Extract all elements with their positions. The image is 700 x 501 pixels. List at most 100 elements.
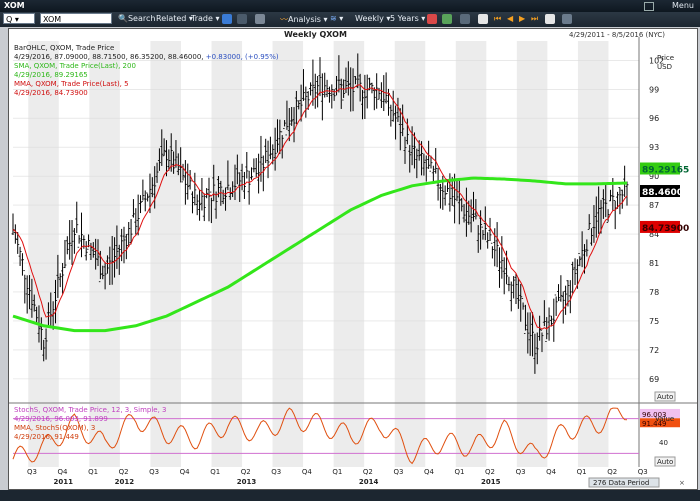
legend-mma-value: 4/29/2016, 84.73900 (14, 89, 88, 97)
price-tick-label: 90 (649, 172, 659, 181)
grid-icon[interactable] (478, 14, 488, 24)
interval-select[interactable]: Weekly ▾ (355, 14, 391, 23)
period-select-value: Q (6, 15, 13, 24)
window-title-bar: XOM Menu (0, 0, 700, 12)
legend-line1: BarOHLC, QXOM, Trade Price (14, 44, 114, 52)
mma-5-line (12, 84, 628, 330)
data-period-label: 276 Data Period (593, 479, 649, 487)
x-quarter-label: Q2 (607, 468, 617, 476)
x-quarter-label: Q1 (577, 468, 587, 476)
stoch-axis-title: Value (655, 415, 674, 423)
quarter-band (150, 41, 181, 467)
search-button[interactable]: 🔍Search (118, 14, 156, 23)
x-quarter-label: Q4 (180, 468, 191, 476)
x-quarter-label: Q4 (424, 468, 435, 476)
stoch-line (12, 407, 628, 465)
price-axis-title: Price (657, 54, 674, 62)
quarter-band (28, 41, 59, 467)
analysis-label: Analysis (288, 15, 321, 24)
x-quarter-label: Q2 (241, 468, 251, 476)
menu-button[interactable]: Menu (672, 1, 694, 10)
zoom-icon[interactable] (545, 14, 555, 24)
symbol-input[interactable]: XOM (40, 13, 112, 24)
related-button[interactable]: Related ▾ (156, 14, 193, 23)
legend-line2: 4/29/2016, 87.09000, 88.71500, 86.35200,… (14, 53, 279, 61)
trade-button[interactable]: Trade ▾ (191, 14, 220, 23)
x-year-label: 2011 (54, 478, 74, 486)
last-price-label-bg (640, 185, 680, 198)
minimize-icon[interactable] (644, 2, 654, 11)
x-year-label: 2013 (237, 478, 257, 486)
quarter-band (333, 41, 365, 467)
price-tick-label: 81 (649, 259, 659, 268)
sma-value-label: 89.29165 (642, 166, 689, 176)
x-year-label: 2015 (481, 478, 501, 486)
price-auto-button[interactable] (654, 391, 676, 402)
quarter-band (516, 41, 548, 467)
mma-value-label: 84.73900 (642, 224, 689, 234)
settings-icon[interactable] (562, 14, 572, 24)
trade-label: Trade (191, 14, 213, 23)
x-quarter-label: Q4 (302, 468, 313, 476)
x-quarter-label: Q3 (27, 468, 37, 476)
studies-button[interactable]: ≋ ▾ (330, 14, 344, 23)
x-quarter-label: Q4 (546, 468, 557, 476)
quarter-band (211, 41, 243, 467)
scroll-start-icon[interactable]: ⏮ (494, 14, 502, 23)
stoch-auto-button[interactable] (654, 456, 676, 467)
price-tick-label: 75 (649, 317, 659, 326)
data-period-box (588, 477, 660, 488)
x-quarter-label: Q2 (119, 468, 129, 476)
last-price-label: 88.4600 (642, 188, 683, 198)
quarter-band (272, 41, 304, 467)
scroll-forward-icon[interactable]: ▶ (519, 14, 526, 23)
stoch-k-label-bg (640, 408, 680, 418)
x-quarter-label: Q1 (332, 468, 342, 476)
chart-type-icon[interactable] (427, 14, 437, 24)
legend-sma-title: SMA, QXOM, Trade Price(Last), 200 (14, 62, 136, 70)
stoch-auto-label: Auto (657, 458, 673, 466)
quarter-band (577, 41, 609, 467)
stoch-legend-line4: 4/29/2016, 91.449 (14, 433, 79, 441)
sma-200-line (12, 176, 628, 333)
range-label: 5 Years (390, 14, 419, 23)
analysis-icon: 〰 (280, 15, 288, 24)
related-label: Related (156, 14, 187, 23)
price-auto-label: Auto (657, 393, 673, 401)
price-tick-label: 99 (649, 85, 659, 94)
stoch-k-label: 96.003 (642, 411, 667, 419)
interval-label: Weekly (355, 14, 384, 23)
range-select[interactable]: 5 Years ▾ (390, 14, 426, 23)
bar-style-icon[interactable] (442, 14, 452, 24)
price-tick-label: 96 (649, 114, 659, 123)
price-tick-label: 87 (649, 201, 659, 210)
price-tick-label: 93 (649, 143, 659, 152)
x-quarter-label: Q2 (363, 468, 373, 476)
x-quarter-label: Q3 (271, 468, 281, 476)
scroll-end-icon[interactable]: ⏭ (531, 14, 539, 23)
stoch-legend-line1: StochS, QXOM, Trade Price, 12, 3, Simple… (14, 406, 167, 414)
sma-value-label-bg (640, 162, 680, 175)
period-select[interactable]: Q ▾ (3, 13, 35, 24)
status-bar (0, 490, 700, 501)
legend-line2-prefix: 4/29/2016, 87.09000, 88.71500, 86.35200,… (14, 53, 204, 61)
legend-mma-title: MMA, QXOM, Trade Price(Last), 5 (14, 80, 129, 88)
crosshair-icon[interactable] (460, 14, 470, 24)
chart-date-range: 4/29/2011 - 8/5/2016 (NYC) (569, 31, 665, 39)
link-icon[interactable] (222, 14, 232, 24)
legend-sma-value: 4/29/2016, 89.29165 (14, 71, 88, 79)
price-tick-label: 78 (649, 288, 659, 297)
x-quarter-label: Q4 (58, 468, 69, 476)
price-axis-unit: USD (657, 63, 672, 71)
folder-icon[interactable] (255, 14, 265, 24)
analysis-button[interactable]: 〰Analysis ▾ (280, 15, 328, 24)
refresh-icon[interactable] (237, 14, 247, 24)
chart-area[interactable]: 69 72 75 78 81 84 87 90 93 96 99 102 96.003 91.449 40… (8, 28, 698, 490)
price-tick-label: 84 (649, 230, 659, 239)
close-icon[interactable]: × (679, 479, 685, 487)
scroll-back-icon[interactable]: ◀ (507, 14, 514, 23)
x-quarter-label: Q3 (393, 468, 403, 476)
studies-icon: ≋ (330, 14, 337, 23)
x-quarter-label: Q1 (210, 468, 220, 476)
